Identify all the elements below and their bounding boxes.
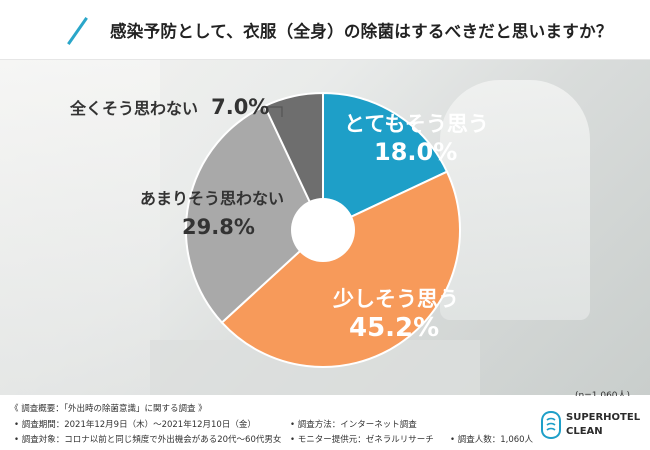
- donut-hole: [291, 198, 355, 262]
- slice-name: 少しそう思う: [333, 287, 459, 311]
- survey-count: • 調査人数：1,060人: [450, 435, 534, 445]
- slice-very-agree: [322, 91, 449, 232]
- slice-label-very-agree: とてもそう思う 18.0%: [344, 108, 489, 166]
- survey-summary: 《 調査概要：「外出時の除菌意識」に関する調査 》: [10, 404, 207, 414]
- slice-value: 7.0%: [211, 95, 270, 119]
- background-person: [440, 80, 590, 320]
- survey-footer: 《 調査概要：「外出時の除菌意識」に関する調査 》 • 調査期間：2021年12…: [0, 396, 650, 450]
- slice-label-not-much: あまりそう思わない 29.8%: [140, 185, 284, 239]
- slice-not-much: [185, 104, 325, 324]
- slice-name: 全くそう思わない: [70, 99, 199, 118]
- slice-label-somewhat-agree: 少しそう思う 45.2%: [333, 283, 459, 343]
- page-title: 感染予防として、衣服（全身）の除菌はするべきだと思いますか？: [110, 22, 613, 41]
- leader-line: [262, 106, 283, 117]
- slice-value: 29.8%: [182, 215, 255, 239]
- survey-target: • 調査対象：コロナ以前と同じ頻度で外出機会がある20代～60代男女: [14, 435, 282, 445]
- logo-text: SUPERHOTEL CLEAN: [566, 411, 640, 439]
- title-banner: 感染予防として、衣服（全身）の除菌はするべきだと思いますか？: [0, 0, 650, 60]
- logo-mark-icon: [541, 410, 561, 440]
- slice-value: 18.0%: [374, 138, 458, 166]
- survey-method: • 調査方法：インターネット調査: [290, 420, 417, 430]
- survey-period: • 調査期間：2021年12月9日（木）～2021年12月10日（金）: [14, 420, 256, 430]
- slice-value: 45.2%: [349, 313, 440, 343]
- superhotel-clean-logo: SUPERHOTEL CLEAN: [540, 408, 650, 444]
- slice-not-at-all: [263, 91, 324, 231]
- slice-name: とてもそう思う: [344, 112, 489, 136]
- background-window: [0, 60, 160, 395]
- pie-slices: [185, 91, 461, 368]
- logo-line-1: SUPERHOTEL: [566, 412, 641, 423]
- logo-line-2: CLEAN: [566, 426, 603, 437]
- slice-name: あまりそう思わない: [140, 189, 285, 208]
- slice-somewhat-agree: [220, 170, 461, 368]
- slice-label-not-at-all: 全くそう思わない 7.0%: [70, 95, 269, 119]
- survey-monitor: • モニター提供元：ゼネラルリサーチ: [290, 435, 434, 445]
